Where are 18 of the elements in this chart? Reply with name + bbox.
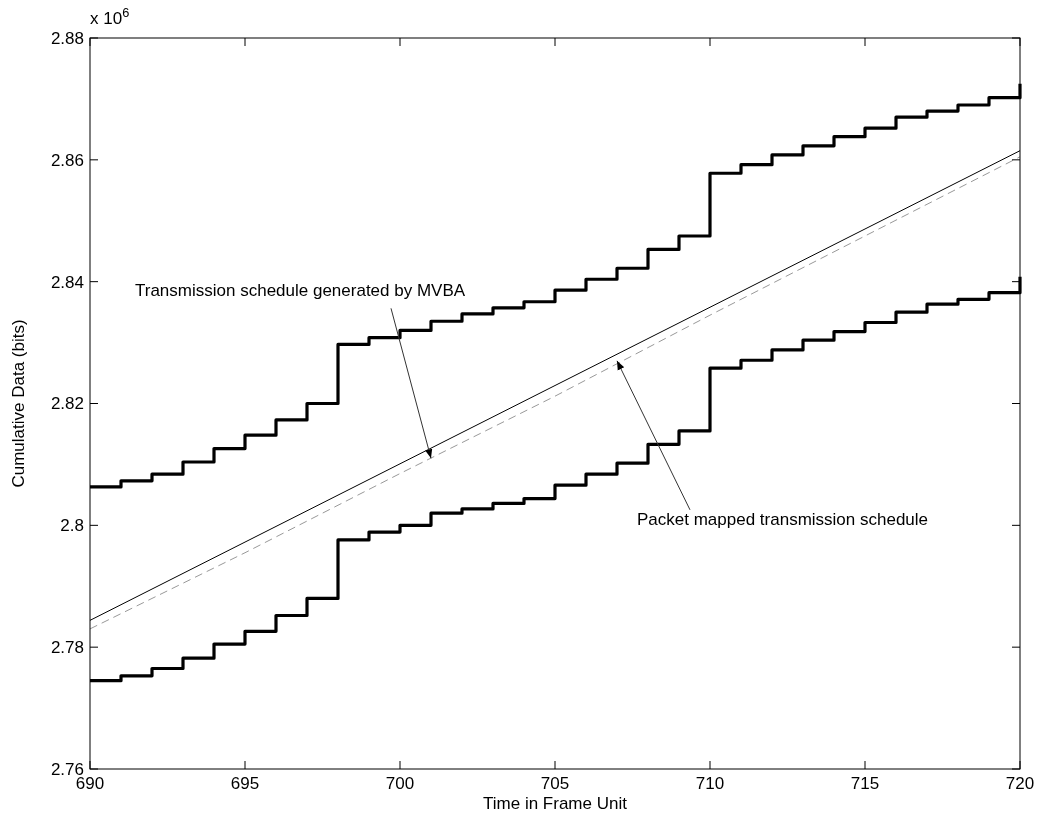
annotation: Transmission schedule generated by MVBA <box>135 281 466 301</box>
y-tick-label: 2.8 <box>60 516 84 536</box>
x-tick-label: 710 <box>695 774 725 793</box>
y-axis-title: Cumulative Data (bits) <box>9 319 28 488</box>
x-tick-label: 720 <box>1005 774 1035 793</box>
x-tick-label: 690 <box>75 774 105 793</box>
y-tick-label: 2.78 <box>50 638 84 658</box>
y-tick-label: 2.88 <box>50 28 84 48</box>
x-tick-label: 705 <box>540 774 570 793</box>
annotation: Packet mapped transmission schedule <box>637 509 929 529</box>
x-tick-label: 695 <box>230 774 260 793</box>
x-tick-label: 715 <box>850 774 880 793</box>
text: x 10$^{6}$ <box>90 4 130 28</box>
y-tick-label: 2.84 <box>50 272 84 292</box>
x-tick-label: 700 <box>385 774 415 793</box>
y-tick-label: 2.82 <box>50 394 84 414</box>
x-axis-title: Time in Frame Unit <box>483 794 628 813</box>
y-tick-label: 2.86 <box>50 150 84 170</box>
